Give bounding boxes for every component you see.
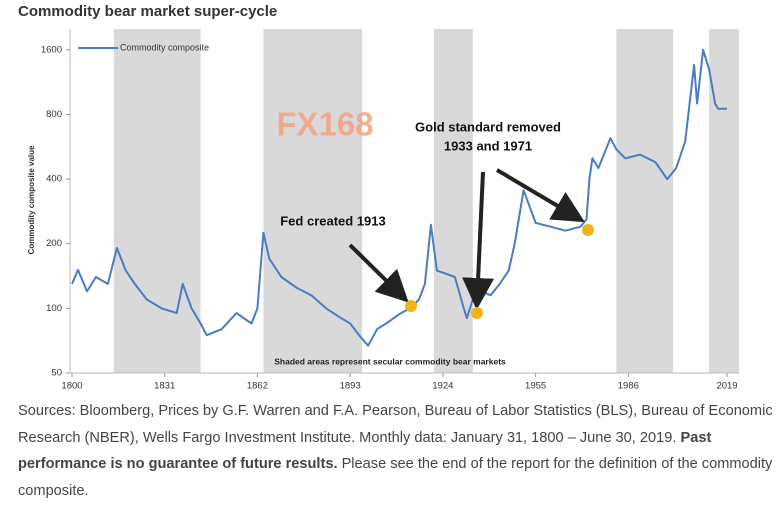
- arrow: [348, 243, 409, 303]
- x-tick-label: 1924: [432, 381, 453, 392]
- x-tick-label: 1955: [525, 381, 546, 392]
- chart-title: Commodity bear market super-cycle: [18, 3, 277, 20]
- highlight-dot: [582, 224, 594, 236]
- source-note: Sources: Bloomberg, Prices by G.F. Warre…: [18, 398, 778, 504]
- arrow: [495, 168, 585, 223]
- y-tick-label: 200: [46, 238, 62, 249]
- shade-note: Shaded areas represent secular commodity…: [274, 356, 506, 366]
- disclaimer: Past performance is no guarantee of futu…: [18, 429, 712, 473]
- watermark: FX168: [276, 106, 373, 143]
- y-tick-label: 400: [46, 174, 62, 185]
- x-tick-label: 2019: [716, 381, 737, 392]
- y-tick-label: 100: [46, 303, 62, 314]
- y-tick-label: 800: [46, 109, 62, 120]
- y-tick-label: 1600: [41, 44, 62, 55]
- bear-market-band: [113, 29, 201, 373]
- bear-market-band: [263, 29, 363, 373]
- bear-market-band: [616, 29, 674, 373]
- x-tick-label: 1862: [247, 381, 268, 392]
- x-tick-label: 1800: [61, 381, 82, 392]
- bear-market-band: [433, 29, 473, 373]
- legend-label: Commodity composite: [120, 42, 209, 52]
- y-tick-label: 50: [51, 368, 62, 379]
- x-tick-label: 1831: [154, 381, 175, 392]
- annotation: Gold standard removed: [415, 119, 561, 134]
- annotation: 1933 and 1971: [444, 138, 532, 153]
- arrow: [462, 171, 495, 310]
- annotation: Fed created 1913: [280, 213, 386, 228]
- y-axis-label: Commodity composite value: [27, 145, 36, 254]
- source-text: Please see the end of the report for the…: [18, 456, 773, 499]
- series-line: [71, 48, 727, 347]
- source-text: Sources: Bloomberg, Prices by G.F. Warre…: [18, 403, 773, 446]
- highlight-dot: [471, 307, 483, 319]
- x-tick-label: 1986: [618, 381, 639, 392]
- chart: Commodity bear market super-cycle Commod…: [18, 3, 739, 392]
- highlight-dot: [405, 300, 417, 312]
- bear-market-band: [709, 29, 739, 373]
- x-tick-label: 1893: [340, 381, 361, 392]
